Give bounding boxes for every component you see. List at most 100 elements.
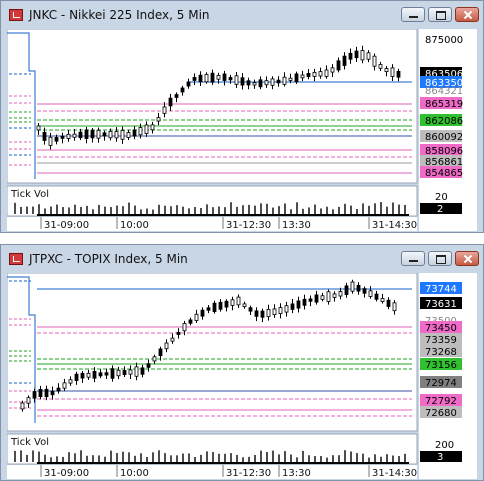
- minimize-button[interactable]: [401, 251, 425, 266]
- time-label: 31-09:00: [44, 220, 89, 231]
- candle-body: [218, 301, 223, 310]
- candle-body: [188, 319, 193, 324]
- price-label: 72974: [420, 376, 462, 389]
- candle-body: [380, 298, 385, 302]
- candle-body: [278, 307, 283, 314]
- candle-body: [258, 79, 263, 88]
- candle-body: [336, 60, 341, 71]
- candle-body: [194, 313, 199, 321]
- candle-body: [302, 298, 307, 306]
- candle-body: [344, 285, 349, 295]
- candle-body: [80, 372, 85, 379]
- window-title: JNKC - Nikkei 225 Index, 5 Min: [29, 7, 210, 22]
- candle-body: [386, 299, 391, 307]
- candle-body: [152, 356, 157, 362]
- time-axis[interactable]: [7, 465, 417, 479]
- candle-body: [356, 284, 361, 292]
- candle-body: [128, 369, 133, 375]
- candle-body: [54, 137, 59, 142]
- candle-body: [162, 106, 167, 114]
- candles: [36, 45, 401, 150]
- svg-text:862086: 862086: [425, 116, 463, 127]
- window-title: JTPXC - TOPIX Index, 5 Min: [29, 251, 188, 266]
- price-label: 73156: [420, 358, 462, 371]
- candle-body: [26, 397, 31, 404]
- candle-body: [122, 370, 127, 375]
- candle-body: [48, 136, 53, 146]
- close-button[interactable]: [455, 7, 479, 22]
- candle-body: [156, 117, 161, 122]
- day-open-line: [7, 276, 36, 423]
- chart-window-nikkei[interactable]: JNKC - Nikkei 225 Index, 5 Min 875000 863…: [0, 0, 484, 233]
- svg-text:72680: 72680: [425, 408, 457, 419]
- candle-body: [306, 73, 311, 77]
- maximize-button[interactable]: [428, 7, 452, 22]
- time-axis[interactable]: [7, 217, 417, 231]
- price-chart[interactable]: 7374473631735007345073359732687315672974…: [7, 273, 479, 479]
- candle-body: [236, 296, 241, 306]
- candle-body: [174, 94, 179, 98]
- candle-body: [134, 366, 139, 377]
- price-label: 864321: [425, 86, 463, 97]
- time-label: 10:00: [120, 468, 149, 479]
- close-button[interactable]: [455, 251, 479, 266]
- candle-body: [38, 388, 43, 398]
- time-label: 31-14:30: [372, 468, 417, 479]
- candle-body: [42, 131, 47, 141]
- candle-body: [104, 372, 109, 376]
- candle-body: [32, 391, 37, 399]
- candle-body: [150, 124, 155, 131]
- price-label: 73268: [420, 345, 462, 358]
- candle-body: [230, 299, 235, 306]
- candle-body: [86, 372, 91, 378]
- volume-scale-current: 2: [437, 204, 443, 215]
- minimize-button[interactable]: [401, 7, 425, 22]
- candle-body: [114, 131, 119, 139]
- candle-body: [290, 303, 295, 310]
- svg-text:73268: 73268: [425, 347, 457, 358]
- candle-body: [308, 298, 313, 302]
- svg-text:860092: 860092: [425, 132, 463, 143]
- time-label: 31-14:30: [372, 220, 417, 231]
- candle-body: [240, 77, 245, 86]
- candles: [20, 279, 397, 412]
- volume-scale-top: 200: [435, 440, 454, 451]
- candle-body: [314, 294, 319, 303]
- candle-body: [342, 55, 347, 66]
- title-bar[interactable]: JTPXC - TOPIX Index, 5 Min: [1, 245, 483, 272]
- candle-body: [66, 133, 71, 139]
- volume-scale-current: 3: [437, 452, 443, 463]
- maximize-button[interactable]: [428, 251, 452, 266]
- candle-body: [132, 129, 137, 137]
- candle-body: [272, 308, 277, 316]
- svg-text:72792: 72792: [425, 396, 457, 407]
- time-label: 13:30: [282, 468, 311, 479]
- candle-body: [320, 295, 325, 300]
- candle-body: [210, 72, 215, 83]
- price-label: 72792: [420, 394, 462, 407]
- svg-text:865319: 865319: [425, 99, 463, 110]
- candle-body: [368, 290, 373, 297]
- candle-body: [252, 82, 257, 86]
- candle-body: [74, 373, 79, 381]
- svg-text:73450: 73450: [425, 323, 457, 334]
- price-pane[interactable]: [7, 273, 418, 432]
- chart-window-topix[interactable]: JTPXC - TOPIX Index, 5 Min 7374473631735…: [0, 244, 484, 481]
- candle-body: [144, 124, 149, 134]
- candle-body: [224, 300, 229, 308]
- candle-body: [330, 67, 335, 73]
- price-label: 858096: [420, 144, 463, 157]
- volume-label: Tick Vol: [10, 437, 49, 448]
- candle-body: [68, 379, 73, 384]
- title-bar[interactable]: JNKC - Nikkei 225 Index, 5 Min: [1, 1, 483, 28]
- candle-body: [164, 342, 169, 350]
- volume-current-box: [420, 451, 462, 462]
- candle-body: [168, 97, 173, 107]
- candle-body: [90, 129, 95, 139]
- candle-body: [158, 348, 163, 357]
- candle-body: [350, 281, 355, 292]
- price-label: 73450: [420, 321, 462, 334]
- candle-body: [146, 363, 151, 368]
- volume-label: Tick Vol: [10, 189, 49, 200]
